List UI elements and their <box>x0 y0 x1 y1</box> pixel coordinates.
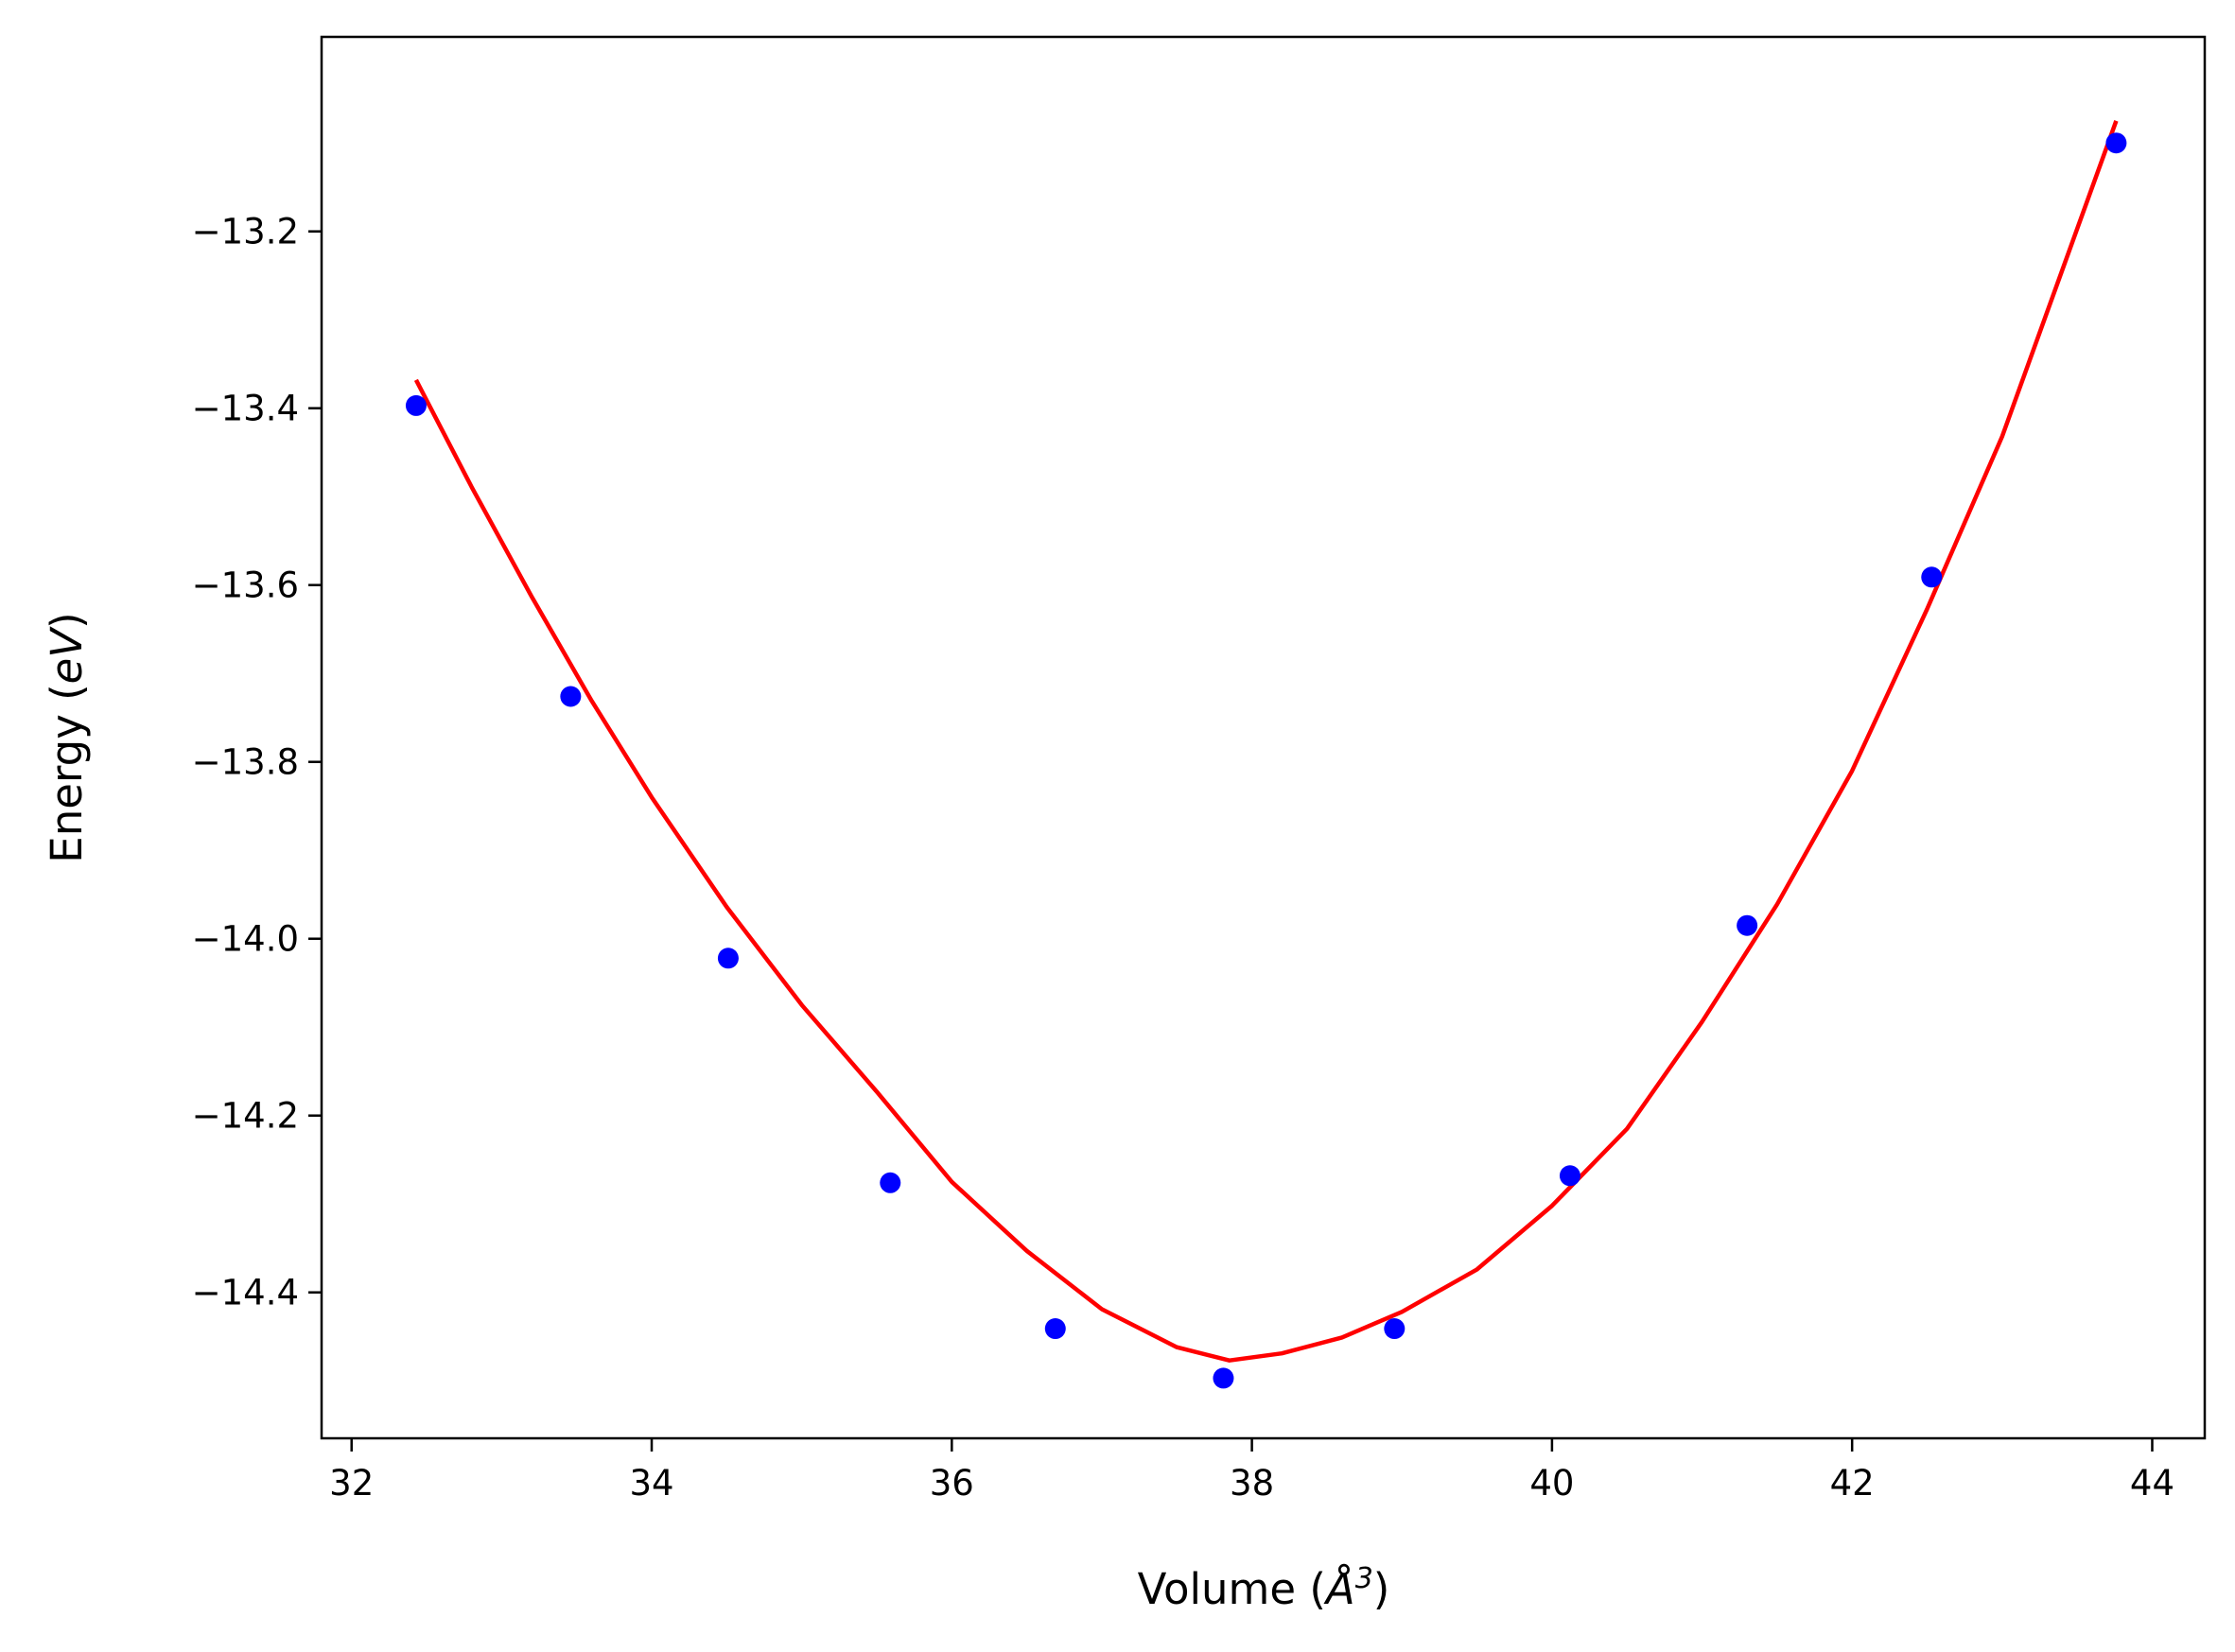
y-tick-label: −13.8 <box>192 742 299 783</box>
data-point <box>880 1172 901 1193</box>
x-axis-label: Volume (Å3) <box>1138 1562 1390 1615</box>
x-tick-label: 42 <box>1830 1463 1875 1504</box>
y-axis-label-prefix: Energy ( <box>42 684 92 862</box>
data-point <box>405 394 427 416</box>
y-axis-label-symbol: eV <box>42 626 92 685</box>
data-point <box>1921 566 1943 588</box>
y-axis-label: Energy (eV) <box>42 612 92 862</box>
x-axis-label-superscript: 3 <box>1355 1562 1373 1595</box>
x-tick-label: 38 <box>1230 1463 1274 1504</box>
tick-layer: 32 34 36 38 40 42 44 −14.4 −14.2 −14.0 −13.8 −13.6 −… <box>192 212 2174 1504</box>
data-point <box>1559 1165 1580 1187</box>
y-tick-label: −14.4 <box>192 1273 299 1313</box>
data-point <box>1384 1318 1406 1340</box>
x-tick-label: 36 <box>930 1463 974 1504</box>
x-tick-label: 44 <box>2130 1463 2174 1504</box>
fit-curve-line <box>413 120 2119 1363</box>
y-tick-label: −14.0 <box>192 919 299 960</box>
data-point <box>717 948 739 969</box>
x-tick-label: 34 <box>629 1463 673 1504</box>
data-point <box>1737 914 1758 936</box>
data-point <box>560 686 582 707</box>
axes-frame <box>320 35 2207 1440</box>
plot-area <box>405 120 2127 1389</box>
data-point <box>1044 1318 1066 1340</box>
x-tick-label: 32 <box>329 1463 374 1504</box>
data-point <box>1213 1367 1234 1389</box>
y-tick-label: −14.2 <box>192 1096 299 1137</box>
y-tick-label: −13.6 <box>192 565 299 606</box>
y-axis-label-suffix: ) <box>42 612 92 629</box>
data-point <box>2105 132 2127 154</box>
x-axis-label-suffix: ) <box>1373 1564 1390 1614</box>
y-tick-label: −13.2 <box>192 212 299 252</box>
x-axis-label-symbol: Å <box>1323 1564 1355 1614</box>
y-tick-label: −13.4 <box>192 389 299 429</box>
x-axis-label-prefix: Volume ( <box>1138 1564 1326 1614</box>
x-tick-label: 40 <box>1529 1463 1574 1504</box>
